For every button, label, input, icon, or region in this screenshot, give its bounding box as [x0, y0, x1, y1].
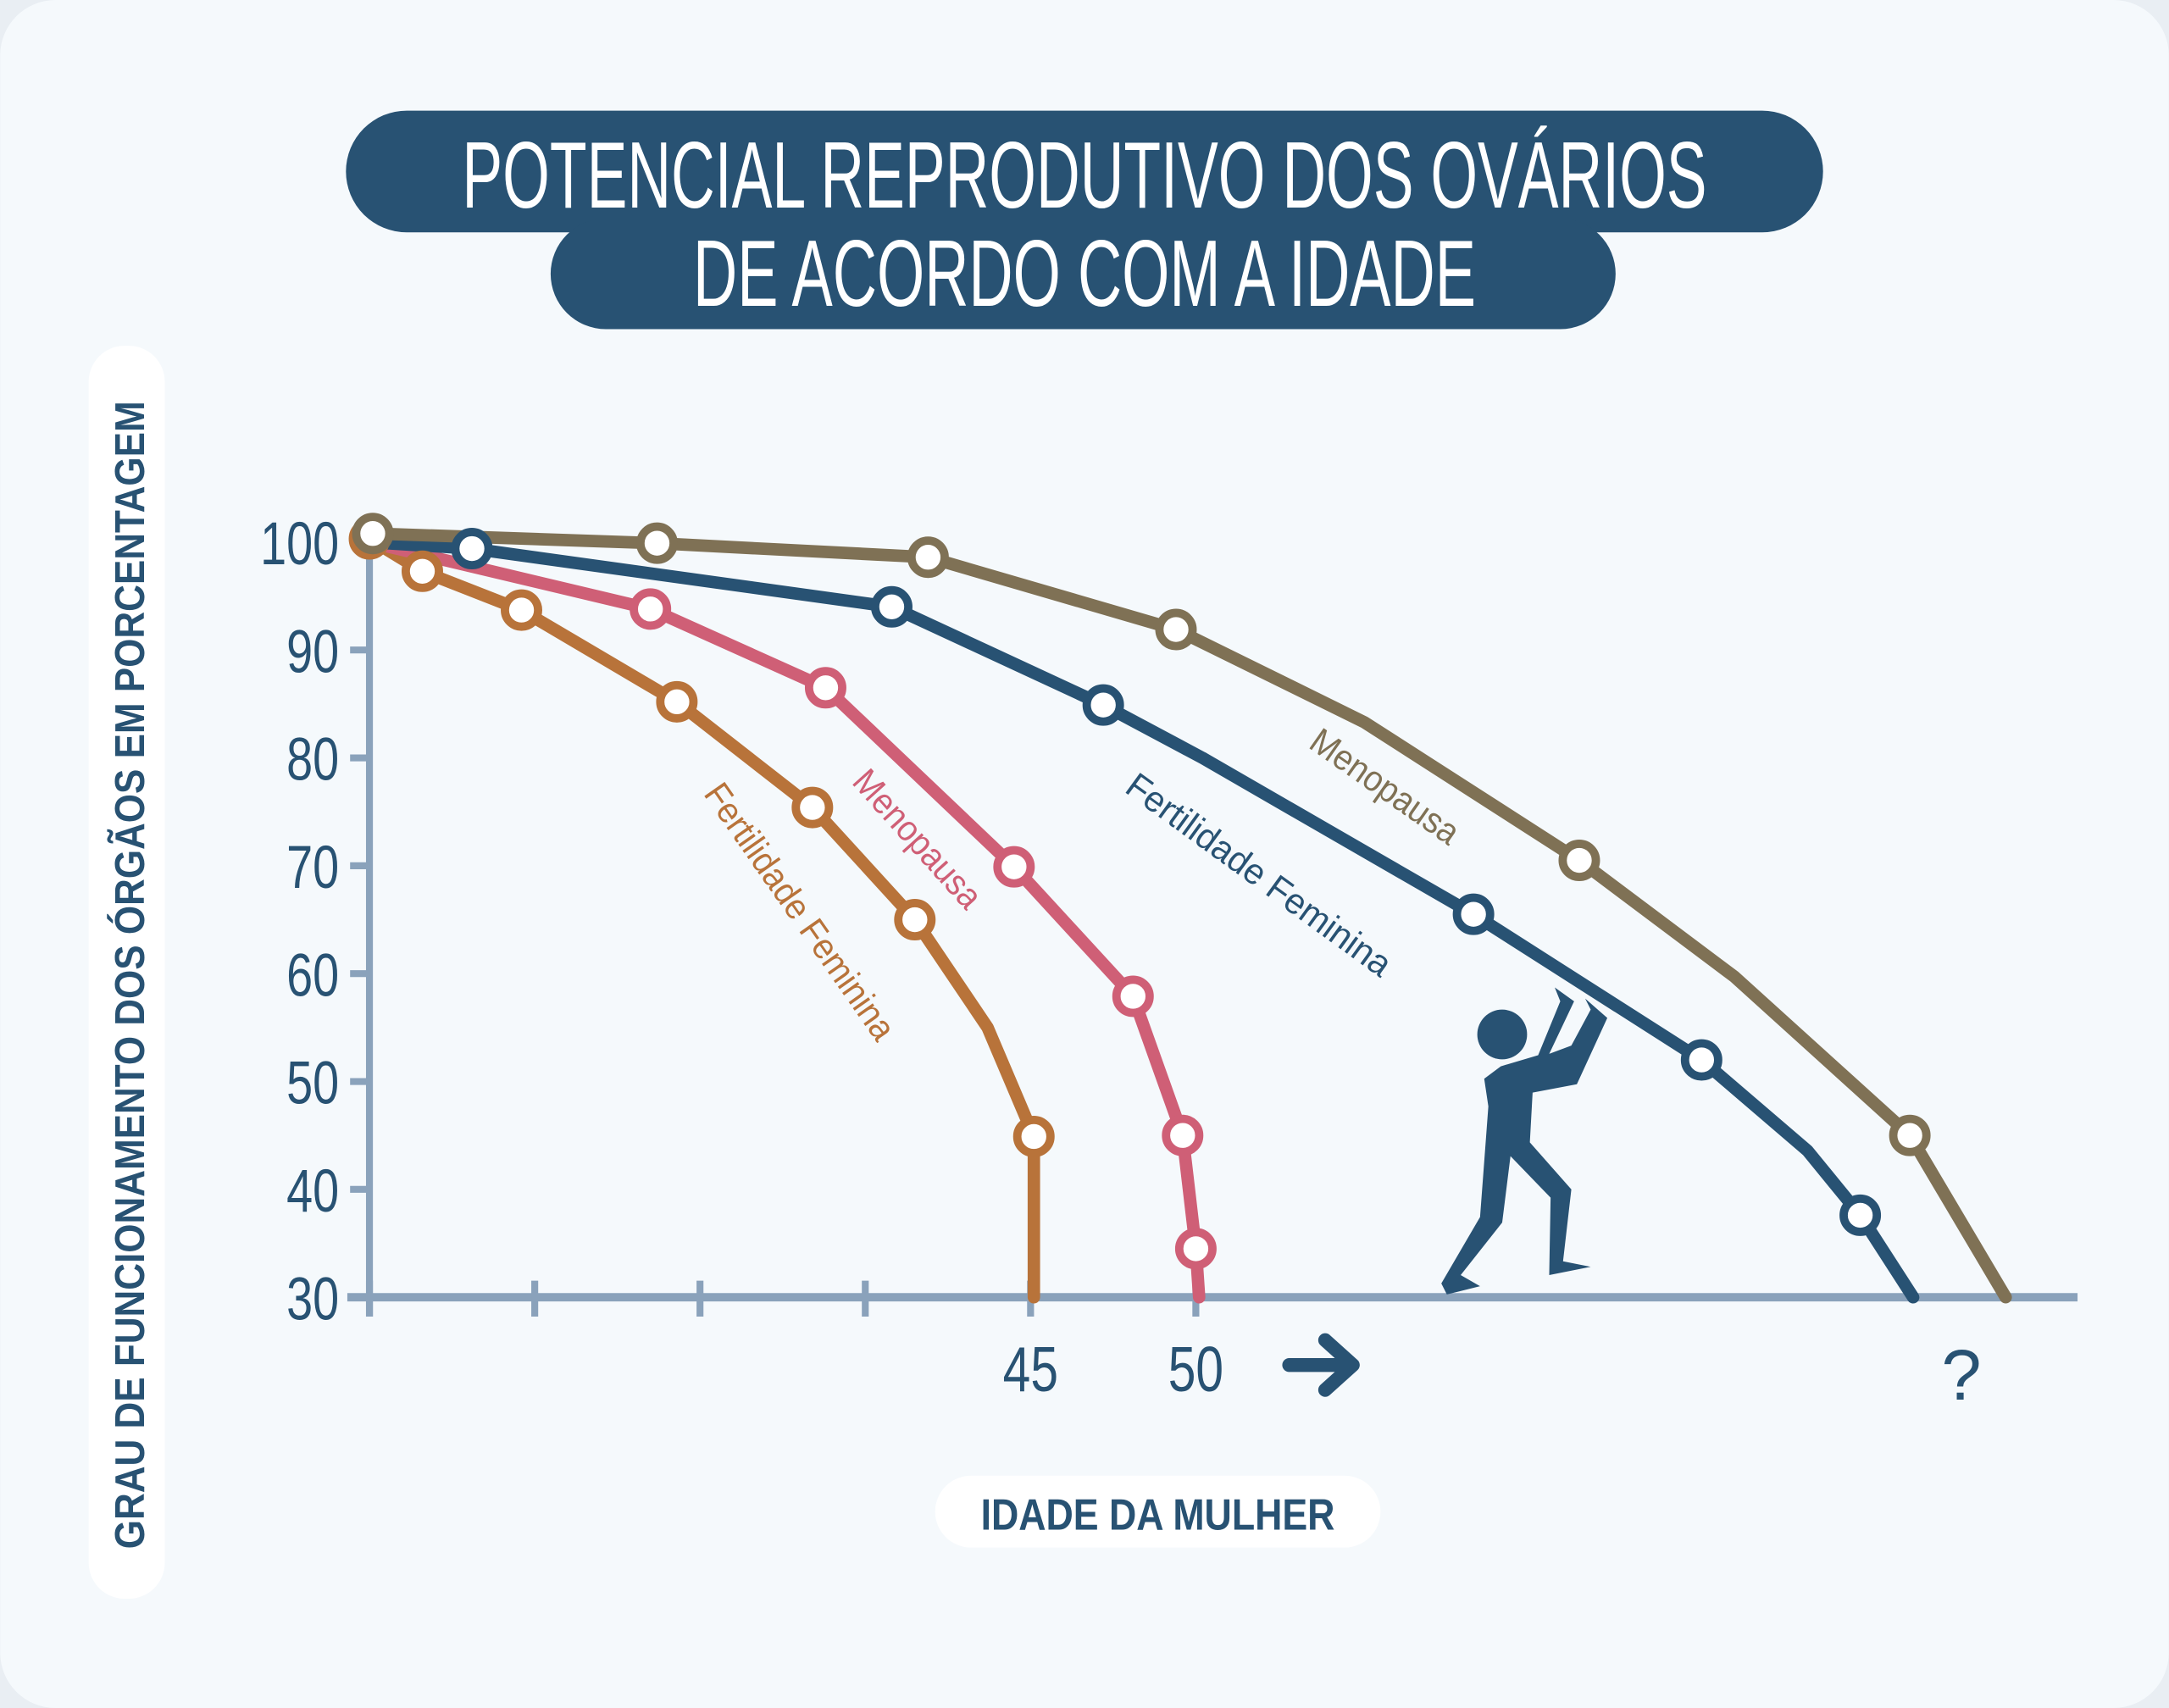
data-point-marker [1558, 840, 1600, 881]
title-banner: POTENCIAL REPRODUTIVO DOS OVÁRIOS DE ACO… [346, 110, 1823, 330]
data-point-marker [1839, 1194, 1882, 1236]
series-line [363, 535, 1920, 1304]
data-point-marker [501, 589, 543, 631]
data-point-marker [1155, 608, 1197, 651]
data-point-marker [1452, 893, 1495, 935]
y-tick-label: 30 [286, 1265, 339, 1333]
arrow-right-icon [1282, 1333, 1360, 1397]
data-point-marker [1012, 1115, 1055, 1157]
y-tick-label: 90 [286, 618, 339, 685]
data-point-marker [1174, 1228, 1217, 1270]
data-point-marker [907, 536, 949, 579]
data-point-marker [630, 588, 672, 630]
title-line-1: POTENCIAL REPRODUTIVO DOS OVÁRIOS [462, 123, 1706, 228]
data-point-marker [352, 513, 394, 555]
data-point-marker [656, 680, 698, 723]
y-tick-label: 100 [260, 510, 339, 578]
person-pushing-icon [1441, 987, 1608, 1295]
y-tick-label: 60 [286, 941, 339, 1009]
data-point-marker [1082, 684, 1124, 726]
data-point-marker [1889, 1114, 1931, 1156]
x-axis-label: IDADE DA MULHER [981, 1490, 1335, 1539]
data-point-marker [1162, 1114, 1204, 1156]
axes: 100 90 80 70 60 50 40 30 45 50 [260, 510, 2078, 1405]
y-tick-label: 40 [286, 1157, 339, 1225]
y-axis-label: GRAU DE FUNCIONAMENTO DOS ÓRGÃOS EM PORC… [107, 401, 153, 1549]
data-point-marker [894, 899, 936, 941]
x-tick-label: 50 [1168, 1334, 1223, 1405]
title-line-2: DE ACORDO COM A IDADE [693, 221, 1476, 326]
x-tick-label: 45 [1003, 1334, 1058, 1405]
x-axis-label-box [935, 1475, 1381, 1548]
data-point-marker [1112, 975, 1154, 1018]
data-point-marker [635, 522, 678, 564]
series-line [366, 527, 2012, 1304]
data-point-marker [804, 667, 846, 709]
y-tick-label: 50 [286, 1050, 339, 1117]
data-point-marker [401, 550, 443, 592]
series-3 [366, 527, 2012, 1304]
data-point-marker [451, 528, 493, 570]
unknown-age-label: ? [1941, 1334, 1981, 1415]
series-2 [363, 535, 1920, 1304]
data-point-marker [1680, 1039, 1722, 1081]
data-point-marker [993, 846, 1035, 888]
series-layer [348, 513, 2012, 1304]
data-point-marker [870, 585, 913, 628]
y-tick-label: 80 [286, 726, 339, 794]
y-axis-label-box [88, 346, 165, 1600]
data-point-marker [791, 786, 834, 829]
y-tick-label: 70 [286, 834, 339, 901]
